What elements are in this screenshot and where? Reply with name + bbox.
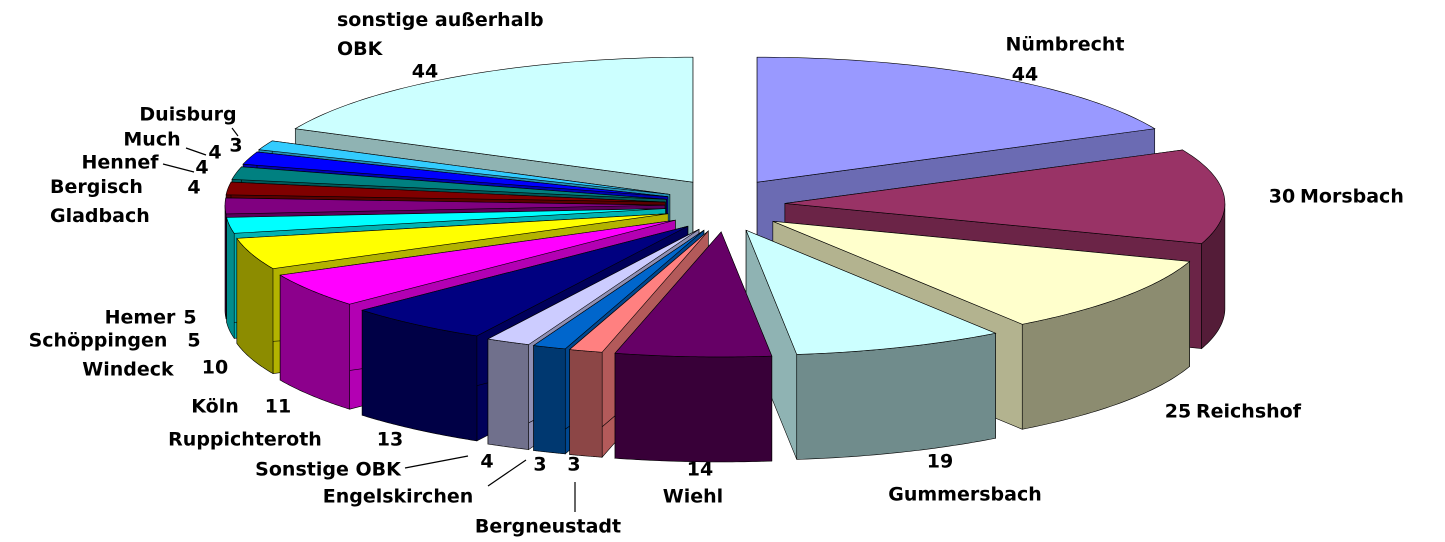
slice: [487, 229, 700, 345]
slice-label: Bergneustadt: [474, 515, 622, 538]
slice-label: Windeck: [82, 358, 174, 381]
slice: [568, 230, 709, 353]
slice-label: Hemer: [104, 306, 176, 329]
slice: [745, 229, 997, 355]
slice-label: Sonstige OBK: [255, 458, 401, 481]
value-label: 3: [229, 134, 243, 157]
slice-label: Much: [123, 128, 181, 151]
slice: [532, 230, 705, 350]
slice: [614, 231, 773, 358]
slice: [745, 229, 997, 460]
value-label: 5: [187, 329, 201, 352]
slice-label: sonstige außerhalb OBK: [337, 9, 544, 60]
slice-label: Köln: [191, 395, 239, 418]
slice: [242, 151, 668, 197]
value-label: 14: [686, 458, 714, 481]
slice: [294, 56, 694, 183]
slice-label: Duisburg: [139, 103, 237, 126]
slice-outer-wall: [614, 352, 773, 463]
slice: [258, 140, 670, 195]
slice-outer-wall: [487, 338, 529, 450]
slice: [225, 181, 666, 203]
value-label: 44: [411, 60, 439, 83]
value-label: 13: [376, 428, 404, 451]
slice: [279, 219, 676, 305]
slice-label: Gummersbach: [888, 483, 1042, 506]
leader-line: [231, 127, 239, 137]
leader-lines: [162, 127, 576, 512]
slice: [236, 213, 669, 269]
slice-label: Schöppingen: [28, 329, 168, 352]
slice: [784, 149, 1226, 244]
value-label: 19: [926, 450, 954, 473]
slice: [224, 197, 666, 215]
slice-label: Reichshof: [1196, 400, 1301, 423]
slice: [772, 220, 1191, 325]
value-label: 4: [187, 176, 201, 199]
slice-label: Bergisch Gladbach: [50, 176, 150, 227]
value-label: 25: [1164, 400, 1192, 423]
value-label: 3: [533, 453, 547, 476]
slice-outer-wall: [224, 205, 227, 320]
value-label: 4: [195, 156, 209, 179]
slice-outer-wall: [569, 349, 603, 458]
value-label: 5: [183, 306, 197, 329]
value-label: 44: [1011, 63, 1039, 86]
slice: [756, 56, 1156, 183]
value-label: 11: [264, 395, 292, 418]
slice-label: Engelskirchen: [322, 485, 474, 508]
leader-line: [162, 163, 195, 173]
slice-label: Hennef: [81, 151, 159, 174]
slice: [614, 231, 773, 463]
slice-outer-wall: [226, 217, 235, 340]
value-label: 4: [208, 141, 222, 164]
value-label: 3: [567, 453, 581, 476]
value-label: 30: [1268, 185, 1296, 208]
slice-label: Wiehl: [662, 485, 724, 508]
value-label: 4: [480, 450, 494, 473]
slice-label: Nümbrecht: [1005, 33, 1125, 56]
slice: [361, 225, 689, 337]
slice-outer-wall: [533, 345, 566, 455]
leader-line: [185, 147, 207, 156]
leader-line: [487, 459, 527, 487]
slice: [226, 208, 666, 234]
leader-line: [404, 455, 469, 469]
slice-label: Ruppichteroth: [168, 428, 322, 451]
slice-label: Morsbach: [1300, 185, 1404, 208]
value-label: 10: [201, 356, 229, 379]
slice: [231, 166, 667, 200]
